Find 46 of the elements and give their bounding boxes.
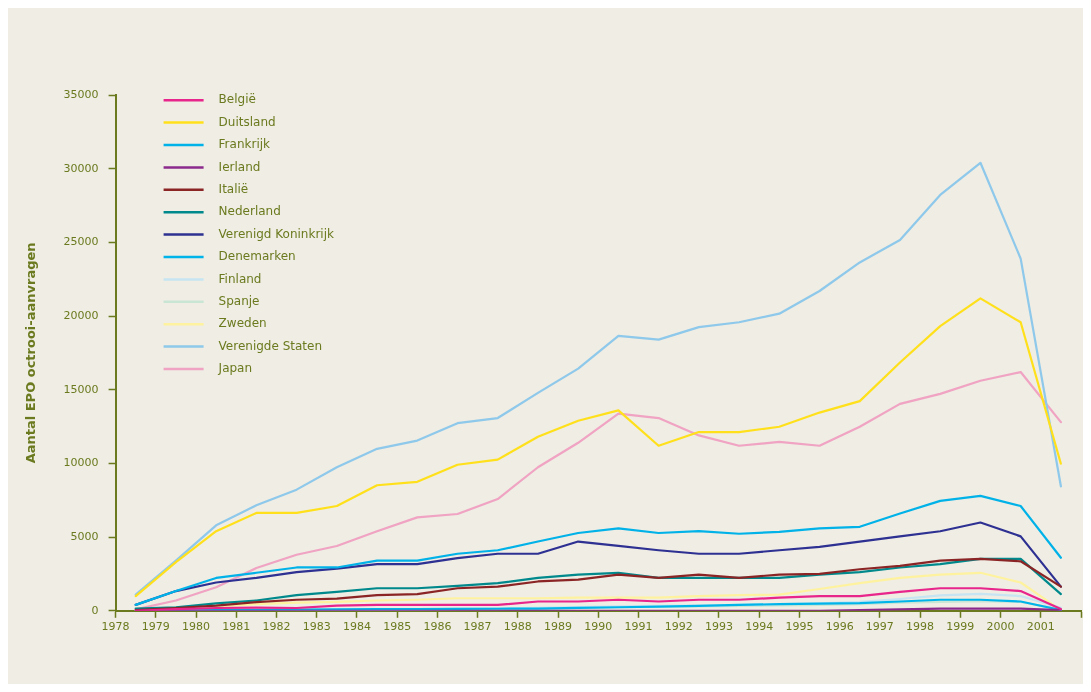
y-tick-label: 35000 xyxy=(63,87,99,101)
legend-label: Duitsland xyxy=(218,114,276,129)
y-tick-label: 15000 xyxy=(63,382,99,396)
x-tick-label: 1980 xyxy=(182,620,211,634)
x-tick-label: 2001 xyxy=(1026,620,1055,634)
legend-label: Frankrijk xyxy=(218,137,271,152)
y-axis-title: Aantal EPO octrooi-aanvragen xyxy=(23,242,39,464)
legend-label: Italië xyxy=(218,181,249,196)
x-tick-label: 1991 xyxy=(624,620,653,634)
x-tick-label: 1979 xyxy=(141,620,170,634)
x-tick-label: 1987 xyxy=(463,620,492,634)
legend-label: Japan xyxy=(217,361,253,376)
y-tick-label: 10000 xyxy=(63,456,99,470)
x-tick-label: 1983 xyxy=(302,620,331,634)
x-tick-label: 1990 xyxy=(584,620,613,634)
x-tick-label: 1997 xyxy=(865,620,894,634)
x-tick-label: 1994 xyxy=(745,620,774,634)
x-tick-label: 1995 xyxy=(785,620,814,634)
x-tick-label: 1989 xyxy=(544,620,573,634)
y-tick-label: 30000 xyxy=(63,161,99,175)
legend-label: Denemarken xyxy=(218,249,296,264)
legend-label: Verenigd Koninkrijk xyxy=(218,226,334,241)
x-tick-label: 1984 xyxy=(342,620,371,634)
legend-label: Finland xyxy=(218,271,262,286)
y-tick-label: 20000 xyxy=(63,308,99,322)
x-tick-label: 1992 xyxy=(664,620,693,634)
x-tick-label: 1982 xyxy=(262,620,291,634)
x-tick-label: 1998 xyxy=(906,620,935,634)
legend-label: Zweden xyxy=(218,316,267,331)
x-tick-label: 1996 xyxy=(825,620,854,634)
x-tick-label: 1988 xyxy=(503,620,532,634)
x-tick-label: 1985 xyxy=(383,620,412,634)
x-tick-label: 1993 xyxy=(704,620,733,634)
x-tick-label: 1999 xyxy=(946,620,975,634)
legend-label: België xyxy=(218,92,256,107)
x-tick-label: 2000 xyxy=(986,620,1015,634)
x-tick-label: 1986 xyxy=(423,620,452,634)
legend-label: Ierland xyxy=(218,159,261,174)
y-tick-label: 25000 xyxy=(63,235,99,249)
y-tick-label: 5000 xyxy=(70,529,99,543)
x-tick-label: 1981 xyxy=(222,620,251,634)
legend-label: Spanje xyxy=(218,293,260,308)
y-tick-label: 0 xyxy=(91,603,99,617)
x-tick-label: 1978 xyxy=(101,620,130,634)
legend-label: Nederland xyxy=(218,204,281,219)
legend-label: Verenigde Staten xyxy=(218,338,323,353)
